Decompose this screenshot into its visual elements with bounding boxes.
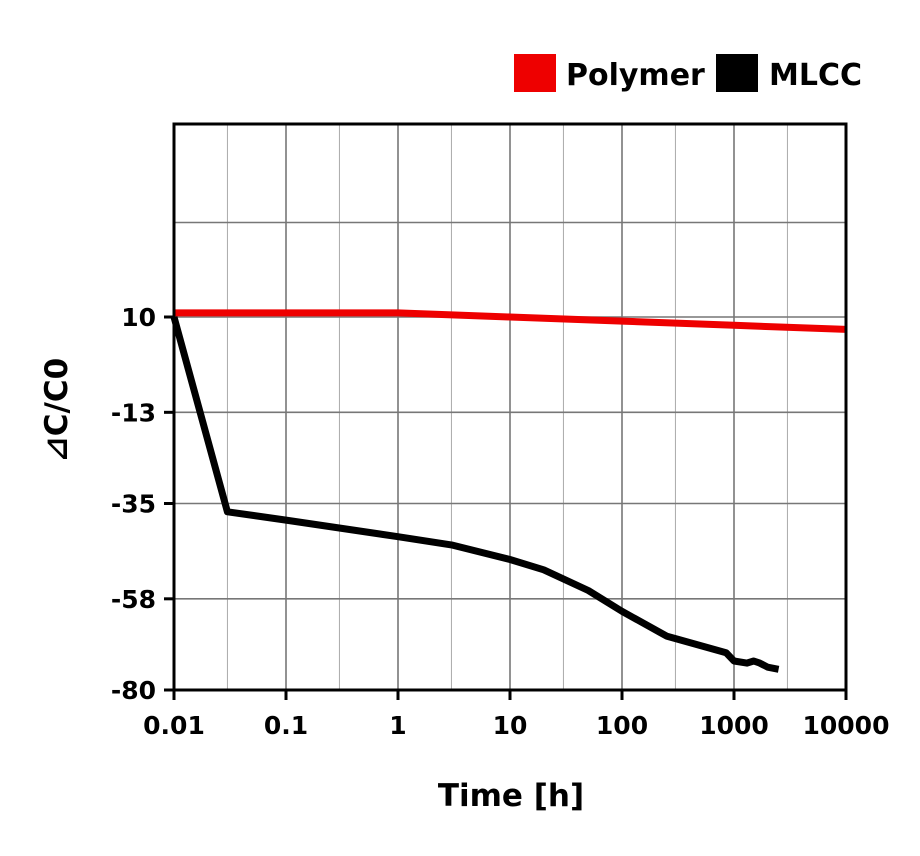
tick-labels: 0.01 0.1 1 10 100 1000 10000 10 -13 -35 -58 -80 xyxy=(111,303,890,740)
legend-label-polymer: Polymer xyxy=(566,58,705,93)
series-line-mlcc xyxy=(170,316,780,673)
x-axis-title: Time [h] xyxy=(438,778,584,814)
x-tick-label: 0.1 xyxy=(264,711,308,740)
y-axis-title: ⊿C/C0 xyxy=(39,358,75,462)
x-tick-label: 10 xyxy=(493,711,528,740)
x-tick-label: 10000 xyxy=(803,711,890,740)
x-tick-label: 0.01 xyxy=(143,711,205,740)
series-line-polymer xyxy=(174,309,847,333)
ticks xyxy=(164,315,848,700)
legend-swatch-mlcc xyxy=(716,54,758,92)
legend-label-mlcc: MLCC xyxy=(769,58,862,93)
x-tick-label: 1 xyxy=(389,711,406,740)
y-tick-label: -35 xyxy=(111,490,156,519)
legend: Polymer MLCC xyxy=(514,54,862,93)
grid xyxy=(174,124,846,690)
x-tick-label: 100 xyxy=(596,711,648,740)
x-tick-label: 1000 xyxy=(699,711,769,740)
y-tick-label: 10 xyxy=(121,303,156,332)
y-tick-label: -13 xyxy=(111,398,156,427)
y-tick-label: -80 xyxy=(111,676,156,705)
legend-swatch-polymer xyxy=(514,54,556,92)
series-layer xyxy=(170,309,847,673)
y-tick-label: -58 xyxy=(111,585,156,614)
